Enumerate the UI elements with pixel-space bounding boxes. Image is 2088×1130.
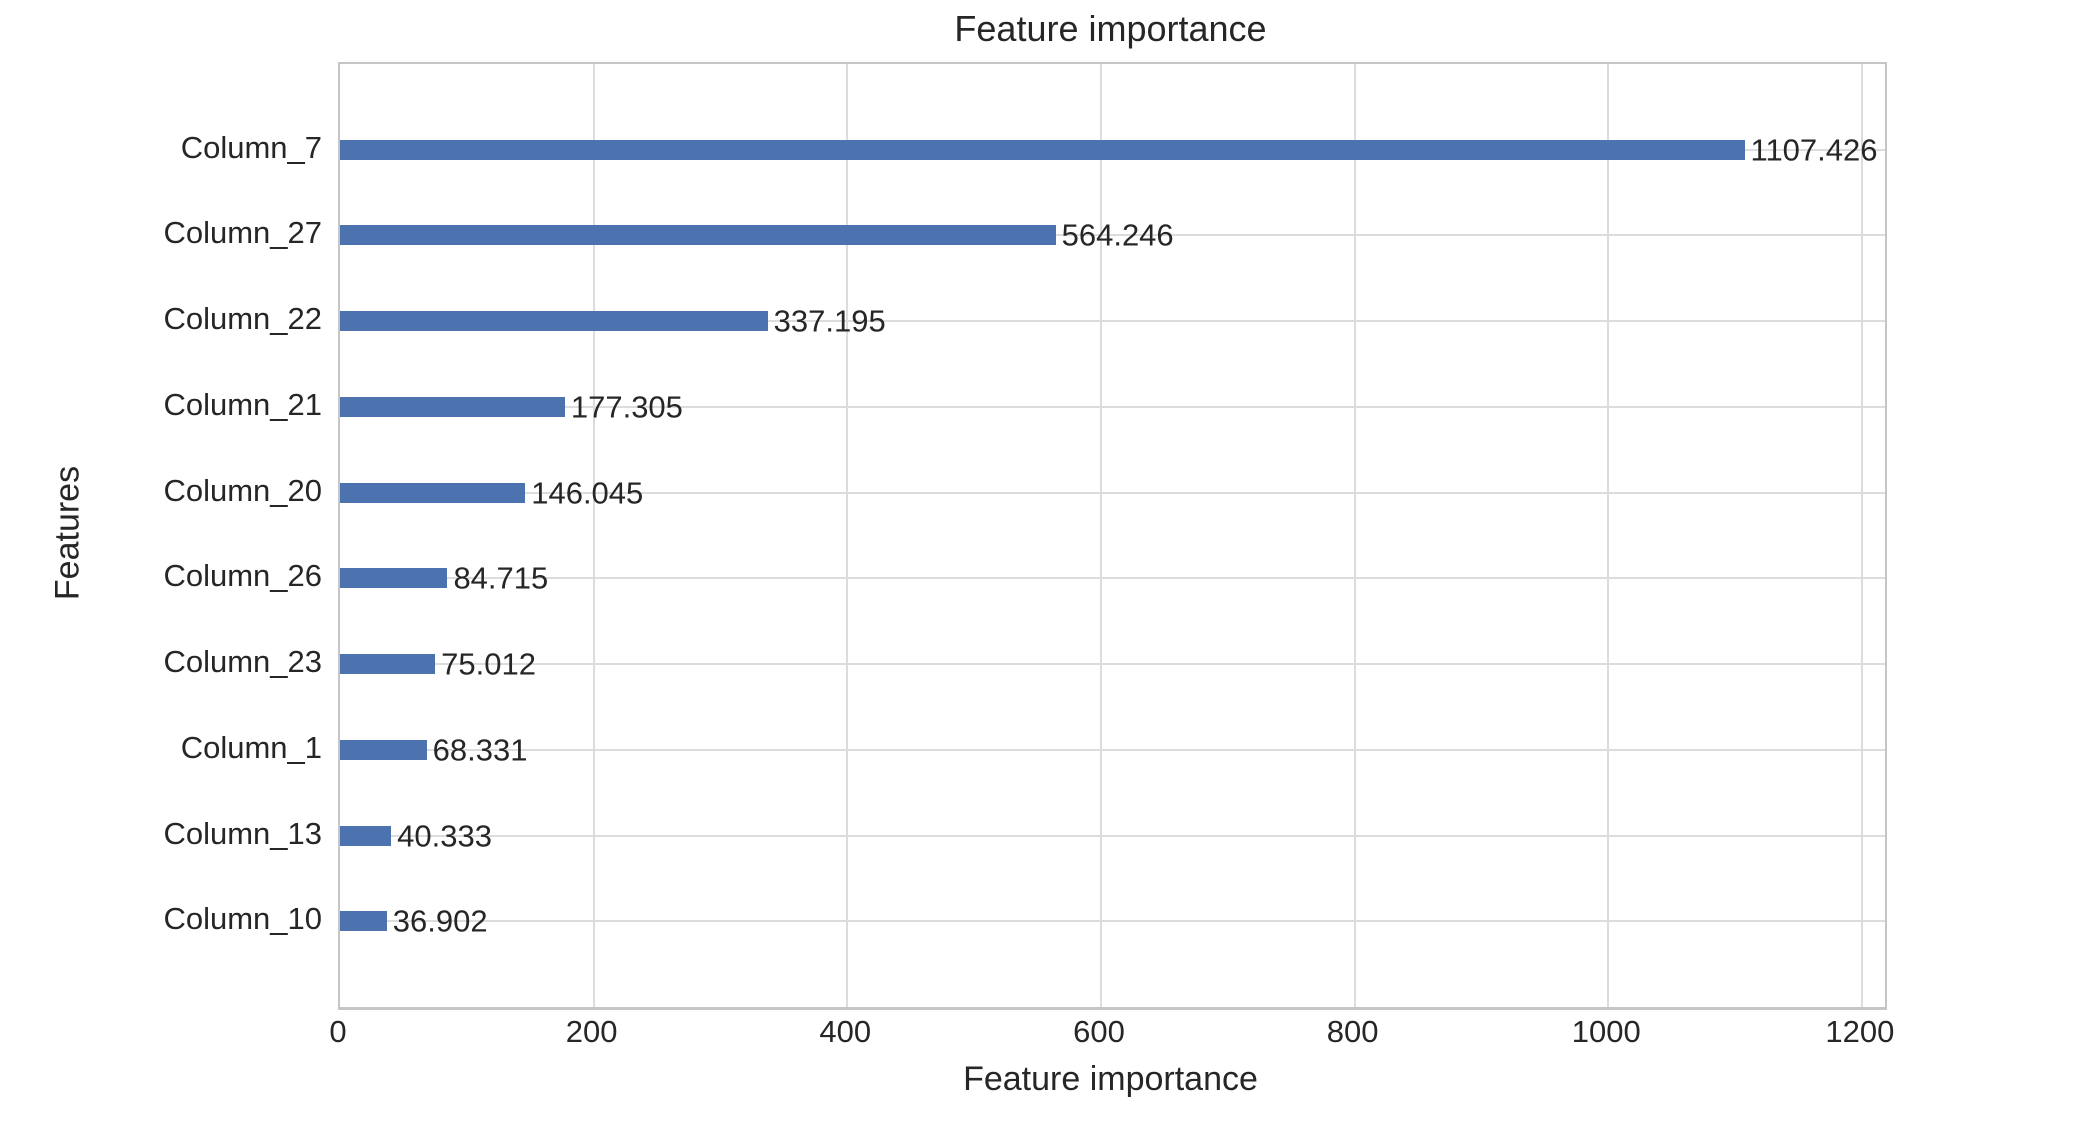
h-gridline xyxy=(340,234,1885,237)
v-gridline xyxy=(846,64,849,1007)
v-gridline xyxy=(1353,64,1356,1007)
y-tick-label: Column_26 xyxy=(163,558,322,594)
bar xyxy=(340,825,392,846)
x-tick-label: 0 xyxy=(329,1014,347,1049)
h-gridline xyxy=(340,834,1885,837)
h-gridline xyxy=(340,920,1885,923)
y-tick-label: Column_23 xyxy=(163,644,322,680)
h-gridline xyxy=(340,320,1885,323)
h-gridline xyxy=(340,405,1885,408)
x-tick-label: 200 xyxy=(565,1014,618,1049)
bar-value-label: 146.045 xyxy=(531,475,644,511)
y-tick-label: Column_27 xyxy=(163,215,322,251)
plot-area: 1107.426 564.246 337.195 177.305 146.045 84.7… xyxy=(338,62,1887,1010)
y-tick-label: Column_21 xyxy=(163,386,322,422)
h-gridline xyxy=(340,491,1885,494)
y-tick-label: Column_1 xyxy=(180,729,322,765)
y-tick-label: Column_20 xyxy=(163,472,322,508)
chart-title: Feature importance xyxy=(954,8,1267,49)
bar-value-label: 564.246 xyxy=(1061,217,1174,253)
y-tick-label: Column_13 xyxy=(163,815,322,851)
bar xyxy=(340,654,436,675)
v-gridline xyxy=(592,64,595,1007)
bar-value-label: 40.333 xyxy=(397,818,492,854)
bar-value-label: 84.715 xyxy=(453,560,549,596)
y-tick-label: Column_22 xyxy=(163,301,322,337)
bar-value-label: 75.012 xyxy=(441,646,536,682)
bar-value-label: 337.195 xyxy=(773,303,886,339)
y-tick-label: Column_7 xyxy=(180,129,322,165)
x-tick-label: 400 xyxy=(819,1014,872,1049)
y-axis-ticks: Column_7 Column_27 Column_22 Column_21 Colum… xyxy=(0,62,322,1005)
h-gridline xyxy=(340,663,1885,666)
bar xyxy=(340,739,427,760)
bar xyxy=(340,568,448,589)
h-gridline xyxy=(340,577,1885,580)
x-axis-label: Feature importance xyxy=(963,1060,1258,1098)
x-tick-label: 1200 xyxy=(1825,1014,1895,1049)
v-gridline xyxy=(1099,64,1102,1007)
bar-value-label: 1107.426 xyxy=(1750,132,1878,168)
y-tick-label: Column_10 xyxy=(163,901,322,937)
bar xyxy=(340,911,387,932)
bar xyxy=(340,311,768,332)
bar xyxy=(340,225,1056,246)
bar xyxy=(340,396,565,417)
h-gridline xyxy=(340,748,1885,751)
x-tick-label: 1000 xyxy=(1571,1014,1641,1049)
bar-value-label: 36.902 xyxy=(392,903,488,939)
bar-value-label: 68.331 xyxy=(432,732,528,768)
bar-value-label: 177.305 xyxy=(570,389,683,425)
bar xyxy=(340,139,1745,160)
x-tick-label: 600 xyxy=(1073,1014,1125,1049)
v-gridline xyxy=(1860,64,1863,1007)
bar xyxy=(340,482,526,503)
v-gridline xyxy=(1607,64,1610,1007)
x-tick-label: 800 xyxy=(1326,1014,1379,1049)
x-axis-ticks: 0 200 400 600 800 1000 1200 xyxy=(329,1014,1894,1056)
